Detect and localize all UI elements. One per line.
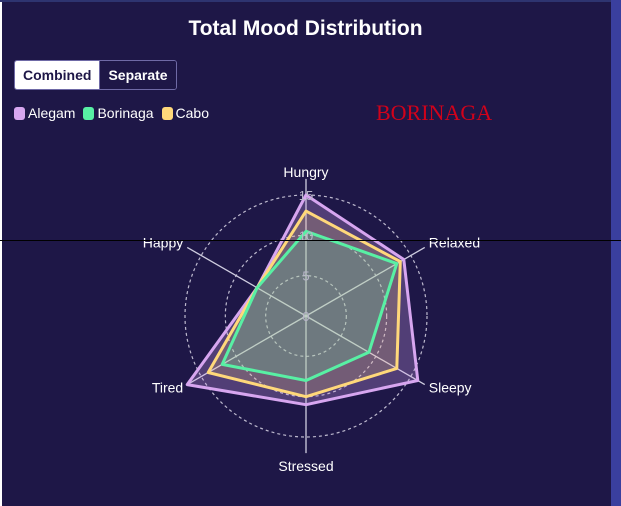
legend-swatch-cabo — [161, 106, 173, 120]
legend: Alegam Borinaga Cabo — [14, 105, 209, 121]
horizontal-rule — [0, 240, 621, 241]
legend-item-alegam[interactable]: Alegam — [14, 105, 75, 121]
window-top-edge — [0, 0, 621, 2]
axis-label-hungry: Hungry — [283, 164, 328, 180]
grid-circle-5 — [265, 275, 347, 357]
axis-label-sleepy: Sleepy — [429, 380, 472, 396]
radar-axis-labels: Hungry Relaxed Sleepy Stressed Tired Happy — [143, 164, 480, 474]
tick-label-0: 0 — [302, 309, 309, 324]
tick-label-5: 5 — [302, 269, 309, 284]
legend-swatch-borinaga — [83, 106, 95, 120]
tick-label-15: 15 — [299, 188, 313, 203]
watermark-text: BORINAGA — [376, 100, 493, 125]
axis-spoke-happy — [186, 246, 307, 317]
legend-item-cabo[interactable]: Cabo — [161, 105, 209, 121]
chart-title: Total Mood Distribution — [188, 17, 423, 40]
series-borinaga — [220, 229, 399, 382]
radar-series — [185, 193, 420, 407]
window-right-edge — [611, 0, 621, 506]
radar-grid — [184, 178, 428, 454]
axis-label-relaxed: Relaxed — [429, 234, 480, 250]
combined-button[interactable]: Combined — [15, 61, 100, 89]
radar-ticks: 0 5 10 15 — [299, 188, 313, 324]
legend-label-alegam: Alegam — [28, 105, 76, 121]
tick-label-10: 10 — [299, 228, 313, 243]
legend-label-borinaga: Borinaga — [97, 105, 154, 121]
axis-label-happy: Happy — [143, 234, 183, 250]
legend-swatch-alegam — [14, 106, 25, 120]
grid-circle-15 — [184, 194, 428, 438]
axis-label-tired: Tired — [152, 380, 183, 396]
view-toggle: Combined Separate — [14, 60, 177, 90]
axis-label-stressed: Stressed — [278, 458, 333, 474]
separate-button[interactable]: Separate — [99, 61, 176, 89]
legend-label-cabo: Cabo — [175, 105, 209, 121]
legend-item-borinaga[interactable]: Borinaga — [83, 105, 154, 121]
axis-spoke-sleepy — [305, 315, 426, 386]
